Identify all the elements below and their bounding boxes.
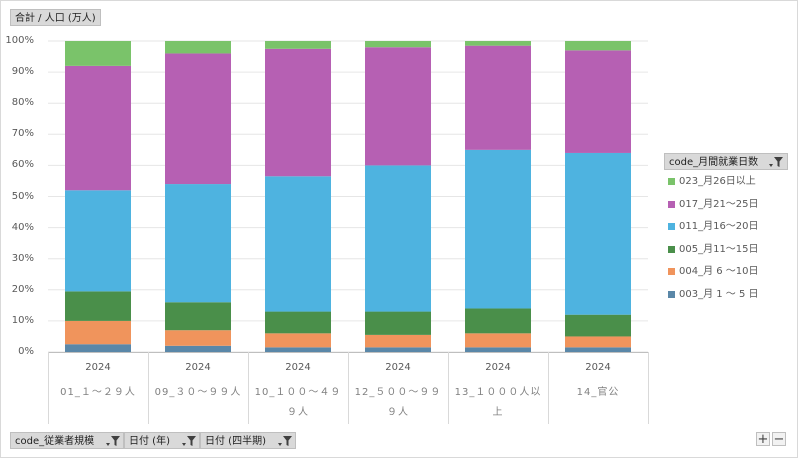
bar-segment[interactable] <box>165 330 231 346</box>
bar-segment[interactable] <box>265 41 331 49</box>
y-tick-label: 90% <box>11 66 34 78</box>
bar-segment[interactable] <box>165 345 231 352</box>
x-tick-category-line: 10_１００～４９ <box>254 387 342 398</box>
filter-icon <box>182 436 196 446</box>
bar-segment[interactable] <box>465 308 531 334</box>
bar-segment[interactable] <box>365 334 431 348</box>
x-tick-category-line: 上 <box>492 407 504 418</box>
bar-segment[interactable] <box>465 45 531 150</box>
x-tick-category-line: ９人 <box>387 407 409 418</box>
bar-segment[interactable] <box>165 41 231 54</box>
x-tick-year: 2024 <box>485 362 511 373</box>
legend-swatch <box>668 178 675 185</box>
bar-segment[interactable] <box>565 336 631 348</box>
legend-label: 017_月21～25日 <box>679 198 759 210</box>
legend-label: 005_月11～15日 <box>679 243 759 255</box>
bar-segment[interactable] <box>465 149 531 309</box>
legend-field-label: code_月間就業日数 <box>669 157 759 168</box>
bar-segment[interactable] <box>365 41 431 48</box>
x-tick-category: 13_１０００人以上 <box>448 383 548 423</box>
legend-label: 023_月26日以上 <box>679 176 756 187</box>
legend-field-button[interactable]: code_月間就業日数 <box>664 153 788 170</box>
filter-icon <box>769 157 783 167</box>
x-tick-category-line: 01_１～２９人 <box>60 387 136 398</box>
bar-segment[interactable] <box>65 291 131 321</box>
y-tick-label: 100% <box>5 35 34 46</box>
bar-segment[interactable] <box>565 41 631 51</box>
bar-segment[interactable] <box>465 333 531 348</box>
bar-segment[interactable] <box>365 165 431 312</box>
x-tick-category-line: 12_５００～９９ <box>354 387 442 398</box>
bar-segment[interactable] <box>565 50 631 153</box>
bar-segment[interactable] <box>265 311 331 334</box>
legend-swatch <box>668 290 675 298</box>
bar-segment[interactable] <box>265 176 331 312</box>
x-tick-category: 14_官公 <box>548 383 648 403</box>
x-tick-year: 2024 <box>285 362 311 373</box>
collapse-button[interactable]: − <box>772 432 786 447</box>
x-tick-year: 2024 <box>185 362 211 373</box>
x-tick-category-line: 09_３０～９９人 <box>154 387 242 398</box>
expand-button[interactable]: + <box>756 432 770 447</box>
x-tick-category: 01_１～２９人 <box>48 383 148 403</box>
y-tick-label: 0% <box>18 346 34 357</box>
bar-segment[interactable] <box>565 314 631 337</box>
bar-segment[interactable] <box>65 320 131 345</box>
row-field-button-year[interactable]: 日付 (年) <box>124 432 200 449</box>
bar-segment[interactable] <box>565 347 631 352</box>
x-tick-category: 12_５００～９９ ９人 <box>348 383 448 423</box>
bar-segment[interactable] <box>365 47 431 166</box>
row-field-label: 日付 (年) <box>129 436 170 447</box>
bar-segment[interactable] <box>265 333 331 348</box>
y-tick-label: 40% <box>11 221 34 233</box>
y-tick-label: 80% <box>11 97 34 109</box>
y-tick-label: 70% <box>11 128 34 140</box>
row-field-label: 日付 (四半期) <box>205 436 266 447</box>
x-tick-year: 2024 <box>385 362 411 373</box>
bar-segment[interactable] <box>365 347 431 352</box>
x-tick-year: 2024 <box>585 362 611 373</box>
y-tick-label: 30% <box>11 252 34 264</box>
y-tick-label: 60% <box>11 159 34 171</box>
y-tick-label: 10% <box>11 314 34 326</box>
filter-icon <box>278 436 292 446</box>
legend-swatch <box>668 223 675 230</box>
legend-swatch <box>668 200 675 208</box>
legend-label: 003_月 1 ～ 5 日 <box>679 288 759 300</box>
x-tick-category-line: ９人 <box>287 407 309 418</box>
bar-segment[interactable] <box>65 41 131 66</box>
x-tick-category-line: 13_１０００人以 <box>454 387 542 398</box>
x-tick-category: 09_３０～９９人 <box>148 383 248 403</box>
value-field-button[interactable]: 合計 / 人口 (万人) <box>10 9 101 26</box>
legend-label: 011_月16～20日 <box>679 221 759 232</box>
bar-segment[interactable] <box>465 41 531 46</box>
bar-segment[interactable] <box>265 347 331 352</box>
bar-segment[interactable] <box>165 53 231 185</box>
value-field-label: 合計 / 人口 (万人) <box>15 13 96 24</box>
bar-segment[interactable] <box>65 65 131 191</box>
bar-segment[interactable] <box>65 344 131 352</box>
filter-icon <box>106 436 120 446</box>
legend-swatch <box>668 245 675 253</box>
bar-segment[interactable] <box>65 190 131 292</box>
row-field-button-quarter[interactable]: 日付 (四半期) <box>200 432 296 449</box>
x-tick-category-line: 14_官公 <box>576 387 620 398</box>
bar-segment[interactable] <box>565 152 631 315</box>
x-tick-year: 2024 <box>85 362 111 373</box>
bar-segment[interactable] <box>165 302 231 331</box>
legend-swatch <box>668 268 675 275</box>
y-tick-label: 50% <box>11 190 34 202</box>
bar-segment[interactable] <box>265 48 331 177</box>
bar-segment[interactable] <box>365 311 431 335</box>
y-tick-label: 20% <box>11 283 34 295</box>
bar-segment[interactable] <box>165 184 231 303</box>
x-tick-category: 10_１００～４９ ９人 <box>248 383 348 423</box>
legend-label: 004_月 6 ～10日 <box>679 266 759 277</box>
bar-segment[interactable] <box>465 347 531 352</box>
row-field-button-size[interactable]: code_従業者規模 <box>10 432 124 449</box>
row-field-label: code_従業者規模 <box>15 436 95 447</box>
